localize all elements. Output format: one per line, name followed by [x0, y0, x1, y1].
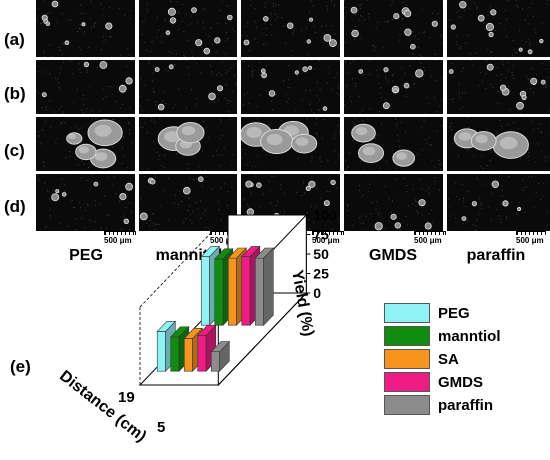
bar-side-face — [263, 247, 274, 326]
depth-tick-5: 5 — [157, 419, 165, 436]
row-label-a: (a) — [4, 30, 25, 49]
bar-top-face — [241, 246, 261, 257]
legend-item-manntiol: manntiol — [384, 326, 501, 346]
bar-front-face — [197, 335, 207, 372]
bar-front-face — [156, 331, 166, 372]
scale-bar-label: 500 μm — [312, 236, 340, 245]
sem-panel-b-paraffin — [447, 60, 550, 114]
depth-tick-19: 19 — [118, 389, 135, 406]
legend-swatch — [384, 372, 430, 392]
bar-top-face — [214, 248, 234, 260]
column-label-gmds: GMDS — [369, 247, 417, 264]
z-tick-label: 75 — [313, 227, 329, 243]
bar-front-face — [254, 257, 264, 326]
bar-front-face — [214, 258, 224, 326]
sem-panel-c-peg — [36, 117, 135, 171]
sem-panel-c-gmds — [344, 117, 443, 171]
bar-top-face — [210, 341, 231, 353]
chart-guide-line — [139, 214, 229, 308]
bar-top-face — [197, 324, 217, 336]
scale-bar-label: 500 μm — [210, 236, 238, 245]
legend-item-gmds: GMDS — [384, 372, 483, 392]
scale-bar-label: 500 μm — [414, 236, 442, 245]
row-label-d: (d) — [4, 197, 26, 216]
scale-bar-paraffin: 500 μm — [516, 231, 546, 245]
row-label-c: (c) — [4, 141, 25, 160]
legend-label: paraffin — [438, 396, 494, 414]
bar-top-face — [254, 247, 275, 259]
bar-front-face — [200, 256, 210, 326]
bar-front-face — [227, 257, 237, 326]
legend-label: manntiol — [438, 327, 501, 345]
panel-e-label: (e) — [10, 357, 31, 376]
scale-bar-peg: 500 μm — [104, 231, 136, 245]
legend-swatch — [384, 326, 430, 346]
column-label-peg: PEG — [69, 247, 103, 264]
legend-item-sa: SA — [384, 349, 459, 369]
sem-panel-b-mannitol — [139, 60, 237, 114]
sem-panel-c-mannitol — [139, 117, 237, 171]
sem-panel-b-sa — [241, 60, 340, 114]
bar-front-face — [183, 338, 193, 372]
sem-panel-d-paraffin — [447, 174, 550, 231]
bar-top-face — [200, 246, 221, 257]
bar-top-face — [183, 328, 204, 339]
sem-panel-d-gmds — [344, 174, 443, 231]
z-tick-label: 0 — [313, 285, 321, 301]
sem-panel-d-mannitol — [139, 174, 237, 231]
bar-top-face — [156, 320, 177, 332]
z-tick-label: 25 — [313, 266, 329, 282]
bar-front-face — [241, 256, 251, 326]
sem-panel-d-peg — [36, 174, 135, 231]
sem-micrograph-grid — [36, 0, 550, 236]
sem-panel-c-sa — [241, 117, 340, 171]
bar-paraffin-19 — [254, 247, 275, 326]
sem-panel-c-paraffin — [447, 117, 550, 171]
legend-label: GMDS — [438, 373, 483, 391]
depth-axis-label: Distance (cm) — [56, 367, 149, 445]
bar-top-face — [170, 326, 190, 338]
legend-label: SA — [438, 350, 459, 368]
scale-bar-label: 500 μm — [516, 236, 544, 245]
sem-panel-a-gmds — [344, 0, 443, 57]
z-tick-label: 100 — [313, 207, 337, 223]
scale-bar-gmds: 500 μm — [414, 231, 446, 245]
bar-front-face — [210, 351, 220, 372]
row-label-b: (b) — [4, 84, 26, 103]
bar-paraffin-5 — [210, 340, 231, 372]
legend-label: PEG — [438, 304, 470, 322]
legend-swatch — [384, 395, 430, 415]
bar-top-face — [227, 247, 248, 259]
sem-panel-b-peg — [36, 60, 135, 114]
chart-ticks: 0 25 50 75 100 — [306, 207, 337, 301]
sem-panel-a-mannitol — [139, 0, 237, 57]
legend-item-paraffin: paraffin — [384, 395, 493, 415]
sem-panel-b-gmds — [344, 60, 443, 114]
scale-bar-sa: 500 μm — [312, 231, 344, 245]
sem-panel-a-peg — [36, 0, 135, 57]
legend-swatch — [384, 303, 430, 323]
scale-bar-label: 500 μm — [104, 236, 132, 245]
chart-bars — [156, 245, 275, 372]
bar-front-face — [170, 336, 180, 372]
sem-panel-a-paraffin — [447, 0, 550, 57]
legend-item-peg: PEG — [384, 303, 470, 323]
z-tick-label: 50 — [313, 246, 329, 262]
sem-panel-a-sa — [241, 0, 340, 57]
column-label-paraffin: paraffin — [466, 247, 526, 264]
legend-swatch — [384, 349, 430, 369]
